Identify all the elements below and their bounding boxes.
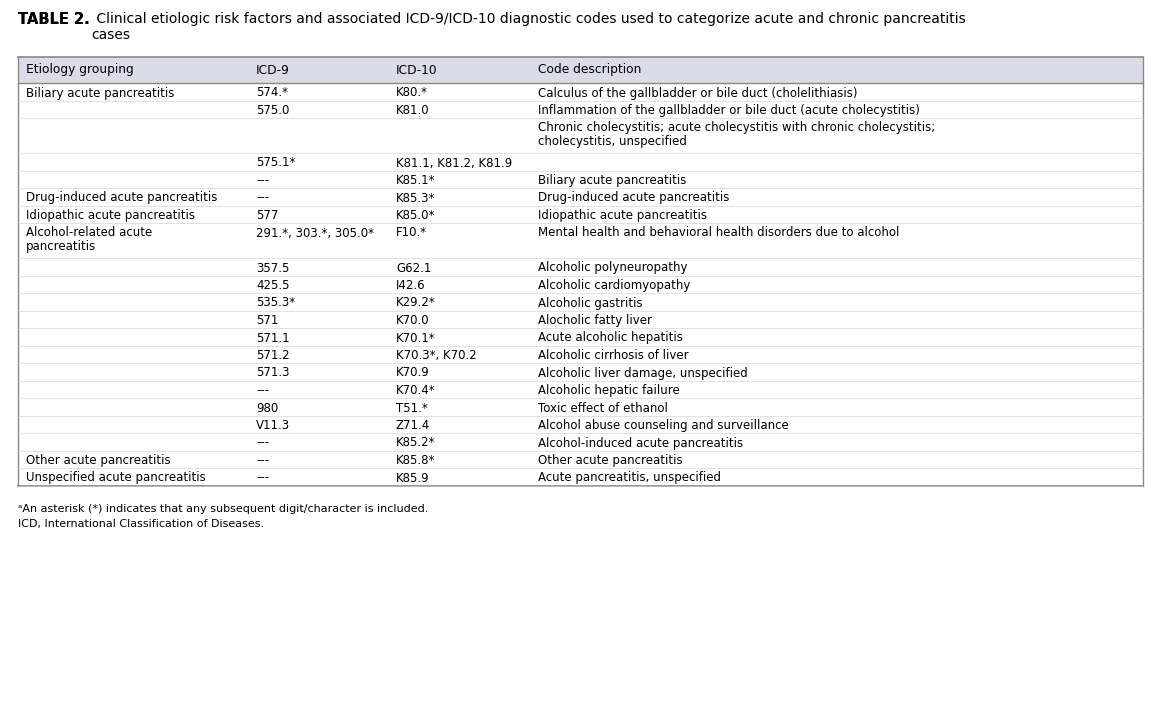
Text: Other acute pancreatitis: Other acute pancreatitis: [26, 454, 171, 467]
Text: Idiopathic acute pancreatitis: Idiopathic acute pancreatitis: [538, 209, 707, 222]
Text: Etiology grouping: Etiology grouping: [26, 63, 134, 77]
Text: 574.*: 574.*: [255, 87, 288, 99]
Text: ---: ---: [255, 437, 269, 449]
Text: 571: 571: [255, 314, 279, 327]
Text: Alocholic fatty liver: Alocholic fatty liver: [538, 314, 652, 327]
Text: I42.6: I42.6: [396, 279, 426, 292]
Text: ---: ---: [255, 471, 269, 484]
Text: Alcoholic cardiomyopathy: Alcoholic cardiomyopathy: [538, 279, 691, 292]
Text: 571.1: 571.1: [255, 332, 289, 344]
Text: Unspecified acute pancreatitis: Unspecified acute pancreatitis: [26, 471, 205, 484]
Text: Drug-induced acute pancreatitis: Drug-induced acute pancreatitis: [26, 192, 217, 204]
Text: K85.3*: K85.3*: [396, 192, 435, 204]
Text: ICD, International Classification of Diseases.: ICD, International Classification of Dis…: [19, 520, 264, 530]
Text: Code description: Code description: [538, 63, 641, 77]
Text: K80.*: K80.*: [396, 87, 428, 99]
Text: Alcoholic cirrhosis of liver: Alcoholic cirrhosis of liver: [538, 349, 688, 362]
Text: ---: ---: [255, 384, 269, 397]
Text: K70.3*, K70.2: K70.3*, K70.2: [396, 349, 477, 362]
Text: K29.2*: K29.2*: [396, 297, 435, 310]
Text: K85.8*: K85.8*: [396, 454, 435, 467]
Text: K70.1*: K70.1*: [396, 332, 435, 344]
Text: K81.0: K81.0: [396, 104, 430, 117]
Text: K70.0: K70.0: [396, 314, 430, 327]
Text: ICD-9: ICD-9: [255, 63, 290, 77]
Bar: [19, 57, 1142, 83]
Text: 980: 980: [255, 401, 279, 415]
Text: 575.1*: 575.1*: [255, 156, 295, 170]
Text: 577: 577: [255, 209, 279, 222]
Text: K85.1*: K85.1*: [396, 174, 435, 187]
Text: TABLE 2.: TABLE 2.: [19, 12, 89, 27]
Text: ---: ---: [255, 192, 269, 204]
Text: 291.*, 303.*, 305.0*: 291.*, 303.*, 305.0*: [255, 226, 374, 239]
Text: K85.0*: K85.0*: [396, 209, 435, 222]
Text: 571.2: 571.2: [255, 349, 289, 362]
Text: Biliary acute pancreatitis: Biliary acute pancreatitis: [26, 87, 174, 99]
Text: K70.4*: K70.4*: [396, 384, 435, 397]
Text: F10.*: F10.*: [396, 226, 427, 239]
Text: Idiopathic acute pancreatitis: Idiopathic acute pancreatitis: [26, 209, 195, 222]
Text: Other acute pancreatitis: Other acute pancreatitis: [538, 454, 683, 467]
Text: Alcoholic hepatic failure: Alcoholic hepatic failure: [538, 384, 679, 397]
Text: Inflammation of the gallbladder or bile duct (acute cholecystitis): Inflammation of the gallbladder or bile …: [538, 104, 920, 117]
Text: Calculus of the gallbladder or bile duct (cholelithiasis): Calculus of the gallbladder or bile duct…: [538, 87, 858, 99]
Text: 571.3: 571.3: [255, 366, 289, 380]
Text: Acute pancreatitis, unspecified: Acute pancreatitis, unspecified: [538, 471, 721, 484]
Text: ---: ---: [255, 454, 269, 467]
Text: 535.3*: 535.3*: [255, 297, 295, 310]
Text: Z71.4: Z71.4: [396, 419, 431, 432]
Text: Alcohol-related acute: Alcohol-related acute: [26, 226, 152, 239]
Text: ᵃAn asterisk (*) indicates that any subsequent digit/character is included.: ᵃAn asterisk (*) indicates that any subs…: [19, 503, 428, 513]
Text: pancreatitis: pancreatitis: [26, 240, 96, 253]
Text: 425.5: 425.5: [255, 279, 289, 292]
Text: Toxic effect of ethanol: Toxic effect of ethanol: [538, 401, 668, 415]
Text: K81.1, K81.2, K81.9: K81.1, K81.2, K81.9: [396, 156, 512, 170]
Text: cholecystitis, unspecified: cholecystitis, unspecified: [538, 135, 687, 148]
Text: Drug-induced acute pancreatitis: Drug-induced acute pancreatitis: [538, 192, 729, 204]
Text: ---: ---: [255, 174, 269, 187]
Text: K85.9: K85.9: [396, 471, 430, 484]
Text: Clinical etiologic risk factors and associated ICD-9/ICD-10 diagnostic codes use: Clinical etiologic risk factors and asso…: [92, 12, 966, 42]
Text: V11.3: V11.3: [255, 419, 290, 432]
Text: 357.5: 357.5: [255, 261, 289, 275]
Text: K85.2*: K85.2*: [396, 437, 435, 449]
Text: K70.9: K70.9: [396, 366, 430, 380]
Text: Acute alcoholic hepatitis: Acute alcoholic hepatitis: [538, 332, 683, 344]
Text: Alcoholic liver damage, unspecified: Alcoholic liver damage, unspecified: [538, 366, 748, 380]
Text: G62.1: G62.1: [396, 261, 432, 275]
Text: Chronic cholecystitis; acute cholecystitis with chronic cholecystitis;: Chronic cholecystitis; acute cholecystit…: [538, 121, 936, 134]
Text: TABLE 2.: TABLE 2.: [19, 12, 89, 27]
Text: ICD-10: ICD-10: [396, 63, 438, 77]
Text: Alcoholic polyneuropathy: Alcoholic polyneuropathy: [538, 261, 687, 275]
Text: Mental health and behavioral health disorders due to alcohol: Mental health and behavioral health diso…: [538, 226, 900, 239]
Text: Alcoholic gastritis: Alcoholic gastritis: [538, 297, 643, 310]
Text: Biliary acute pancreatitis: Biliary acute pancreatitis: [538, 174, 686, 187]
Text: 575.0: 575.0: [255, 104, 289, 117]
Text: Alcohol abuse counseling and surveillance: Alcohol abuse counseling and surveillanc…: [538, 419, 788, 432]
Text: Alcohol-induced acute pancreatitis: Alcohol-induced acute pancreatitis: [538, 437, 743, 449]
Text: T51.*: T51.*: [396, 401, 427, 415]
